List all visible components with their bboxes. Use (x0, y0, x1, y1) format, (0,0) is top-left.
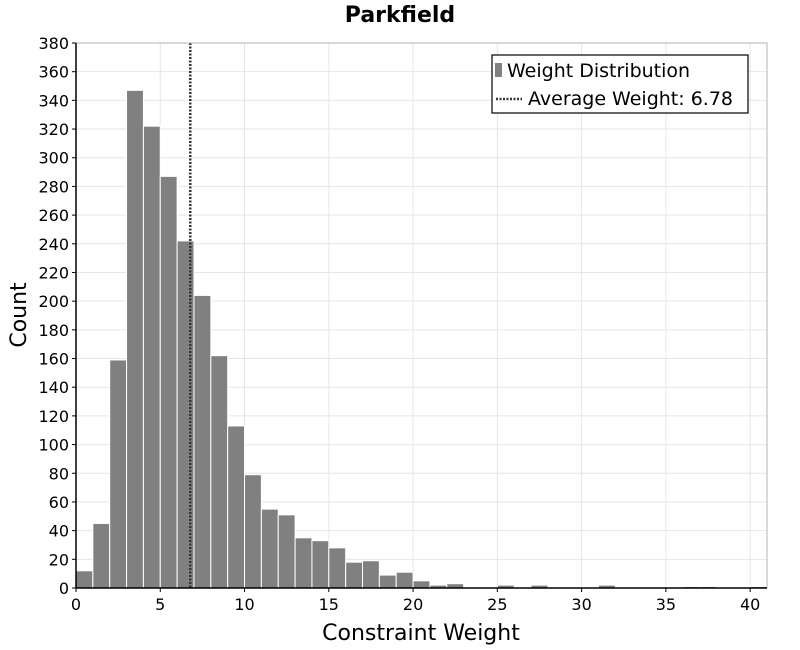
histogram-bar (193, 294, 212, 589)
histogram-bar (92, 522, 111, 589)
y-tick-label: 300 (38, 149, 69, 168)
y-tick-label: 260 (38, 206, 69, 225)
histogram-bar (227, 425, 246, 589)
histogram-bar (395, 571, 414, 589)
histogram-bar (311, 540, 330, 589)
x-tick-label: 15 (319, 595, 339, 614)
histogram-bar (75, 570, 94, 589)
x-tick-label: 20 (403, 595, 423, 614)
histogram-bar (142, 125, 161, 589)
y-tick-label: 280 (38, 177, 69, 196)
histogram-bar (244, 474, 262, 589)
histogram-bar (294, 537, 313, 589)
y-tick-label: 180 (38, 321, 69, 340)
histogram-bar (126, 89, 144, 589)
y-tick-label: 360 (38, 63, 69, 82)
legend: Weight Distribution Average Weight: 6.78 (491, 54, 749, 114)
y-tick-label: 60 (49, 493, 69, 512)
x-tick-label: 35 (656, 595, 676, 614)
histogram-bars (75, 89, 768, 589)
y-tick-label: 340 (38, 91, 69, 110)
y-tick-label: 140 (38, 378, 69, 397)
legend-entry-weight-distribution: Weight Distribution (507, 60, 690, 82)
x-tick-label: 10 (234, 595, 254, 614)
x-tick-label: 0 (71, 595, 81, 614)
histogram-bar (260, 508, 279, 589)
histogram-bar (159, 175, 178, 589)
x-tick-label: 25 (487, 595, 507, 614)
y-axis-ticks: 0 20 40 60 80 100 120 140 160 180 200 220 240 260 280 3… (38, 34, 76, 598)
x-axis-label: Constraint Weight (322, 621, 520, 646)
y-tick-label: 320 (38, 120, 69, 139)
histogram-bar (378, 574, 397, 589)
legend-bar-swatch (495, 63, 502, 77)
histogram-bar (109, 359, 128, 589)
y-tick-label: 80 (49, 464, 69, 483)
histogram-bar (345, 561, 364, 589)
y-tick-label: 380 (38, 34, 69, 53)
histogram-bar (277, 514, 296, 589)
x-tick-label: 40 (740, 595, 760, 614)
x-axis-ticks: 0 5 10 15 20 25 30 35 40 (71, 588, 760, 614)
y-tick-label: 0 (59, 579, 69, 598)
histogram-bar (412, 580, 431, 589)
x-tick-label: 30 (571, 595, 591, 614)
y-tick-label: 160 (38, 350, 69, 369)
legend-box (491, 54, 749, 114)
y-tick-label: 20 (49, 550, 69, 569)
chart-title: Parkfield (345, 3, 455, 28)
y-tick-label: 120 (38, 407, 69, 426)
y-tick-label: 200 (38, 292, 69, 311)
x-tick-label: 5 (155, 595, 165, 614)
legend-entry-average-weight: Average Weight: 6.78 (528, 88, 733, 110)
y-tick-label: 240 (38, 235, 69, 254)
y-axis-label: Count (7, 282, 32, 348)
y-tick-label: 100 (38, 436, 69, 455)
histogram-bar (328, 547, 347, 589)
y-tick-label: 40 (49, 522, 69, 541)
histogram-bar (362, 560, 380, 589)
y-tick-label: 220 (38, 263, 69, 282)
histogram-bar (210, 355, 229, 589)
